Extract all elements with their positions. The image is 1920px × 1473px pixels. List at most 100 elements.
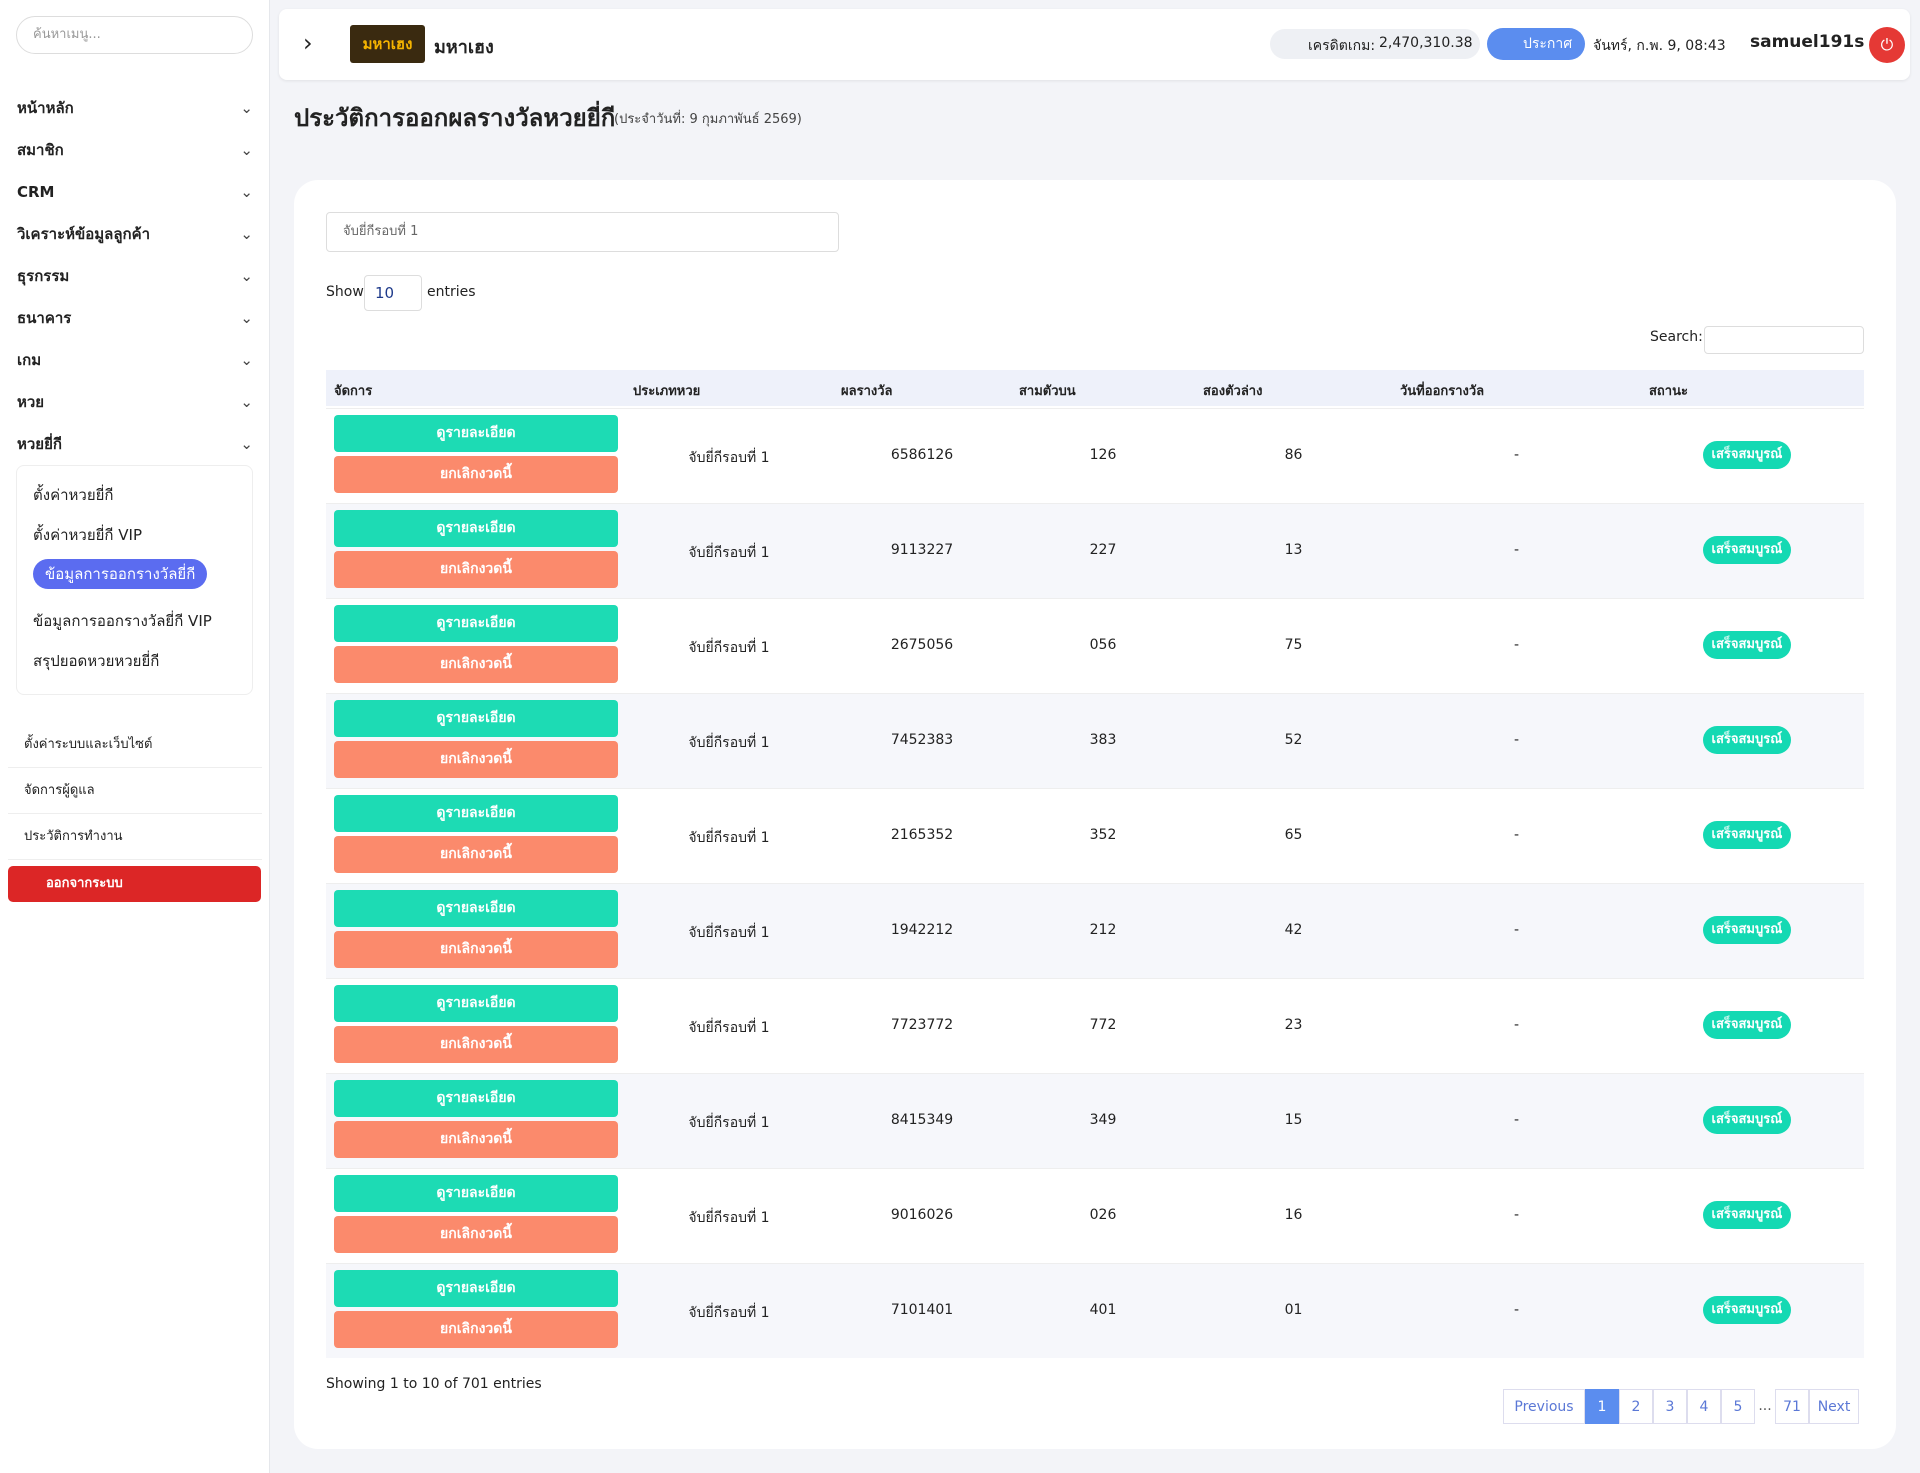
table-cell: จับยี่กีรอบที่ 1 <box>688 640 770 656</box>
page-link[interactable]: 1 <box>1585 1389 1619 1424</box>
submenu-item[interactable]: ตั้งค่าหวยยี่กี <box>33 486 114 504</box>
announce-button[interactable]: ประกาศ <box>1487 28 1585 60</box>
status-badge: เสร็จสมบูรณ์ <box>1702 631 1792 659</box>
cancel-button[interactable]: ยกเลิกงวดนี้ <box>334 456 618 493</box>
table-cell: - <box>1513 1302 1520 1318</box>
bottom-menu-item[interactable]: ประวัติการทำงาน <box>8 814 262 860</box>
table-cell: 2165352 <box>890 827 954 843</box>
cancel-button[interactable]: ยกเลิกงวดนี้ <box>334 551 618 588</box>
column-header[interactable]: ผลรางวัล <box>841 384 893 399</box>
cancel-button[interactable]: ยกเลิกงวดนี้ <box>334 1121 618 1158</box>
view-button[interactable]: ดูรายละเอียด <box>334 1175 618 1212</box>
view-button[interactable]: ดูรายละเอียด <box>334 700 618 737</box>
table-cell: 9016026 <box>890 1207 954 1223</box>
view-button[interactable]: ดูรายละเอียด <box>334 890 618 927</box>
chevron: ⌄ <box>240 141 253 159</box>
table-cell: - <box>1513 1112 1520 1128</box>
menu-item[interactable]: หวย ⌄ <box>17 387 253 417</box>
view-button[interactable]: ดูรายละเอียด <box>334 1270 618 1307</box>
view-button[interactable]: ดูรายละเอียด <box>334 510 618 547</box>
table-cell: จับยี่กีรอบที่ 1 <box>688 735 770 751</box>
submenu-item[interactable]: ตั้งค่าหวยยี่กี VIP <box>33 526 142 544</box>
chevron: ⌄ <box>240 267 253 285</box>
toggle-icon[interactable]: › <box>303 29 313 57</box>
table-cell: 42 <box>1284 922 1303 938</box>
table-cell: 401 <box>1089 1302 1117 1318</box>
menu-item[interactable]: สมาชิก ⌄ <box>17 135 253 165</box>
page-subtitle: (ประจำวันที่: 9 กุมภาพันธ์ 2569) <box>614 112 802 127</box>
menu-item[interactable]: หน้าหลัก ⌄ <box>17 93 253 123</box>
entries-label: entries <box>427 284 476 300</box>
status-badge: เสร็จสมบูรณ์ <box>1702 1011 1792 1039</box>
page-link[interactable]: 2 <box>1619 1389 1653 1424</box>
table-cell: 6586126 <box>890 447 954 463</box>
column-header[interactable]: ประเภทหวย <box>633 384 701 399</box>
table-cell: 349 <box>1089 1112 1117 1128</box>
table-cell: 01 <box>1284 1302 1303 1318</box>
column-header[interactable]: วันที่ออกรางวัล <box>1400 384 1485 399</box>
page-link[interactable]: 5 <box>1721 1389 1755 1424</box>
view-button[interactable]: ดูรายละเอียด <box>334 795 618 832</box>
view-button[interactable]: ดูรายละเอียด <box>334 605 618 642</box>
submenu-item[interactable]: สรุปยอดหวยหวยยี่กี <box>33 652 160 670</box>
bottom-menu-item[interactable]: ตั้งค่าระบบและเว็บไซต์ <box>8 722 262 768</box>
menu-item[interactable]: CRM ⌄ <box>17 177 253 207</box>
page-length[interactable]: 10 <box>364 275 422 311</box>
table-cell: - <box>1513 827 1520 843</box>
table-header-bg <box>326 370 1864 406</box>
table-cell: - <box>1513 1207 1520 1223</box>
cancel-button[interactable]: ยกเลิกงวดนี้ <box>334 741 618 778</box>
search-input[interactable] <box>1704 326 1864 354</box>
column-header[interactable]: สามตัวบน <box>1019 384 1076 399</box>
menu-item[interactable]: เกม ⌄ <box>17 345 253 375</box>
page-title: ประวัติการออกผลรางวัลหวยยี่กี <box>294 104 616 132</box>
table-cell: 383 <box>1089 732 1117 748</box>
page-link[interactable]: 3 <box>1653 1389 1687 1424</box>
menu-item[interactable]: หวยยี่กี ⌄ <box>17 429 253 459</box>
chevron: ⌄ <box>240 99 253 117</box>
table-cell: - <box>1513 1017 1520 1033</box>
status-badge: เสร็จสมบูรณ์ <box>1702 1201 1792 1229</box>
filter-select[interactable]: จับยี่กีรอบที่ 1 <box>326 212 839 252</box>
menu-item[interactable]: ธุรกรรม ⌄ <box>17 261 253 291</box>
page-link[interactable]: 4 <box>1687 1389 1721 1424</box>
cancel-button[interactable]: ยกเลิกงวดนี้ <box>334 836 618 873</box>
submenu-item[interactable]: ข้อมูลการออกรางวัลยี่กี <box>33 559 208 589</box>
cancel-button[interactable]: ยกเลิกงวดนี้ <box>334 1216 618 1253</box>
status-badge: เสร็จสมบูรณ์ <box>1702 441 1792 469</box>
submenu-item[interactable]: ข้อมูลการออกรางวัลยี่กี VIP <box>33 612 212 630</box>
cancel-button[interactable]: ยกเลิกงวดนี้ <box>334 1311 618 1348</box>
submenu-box: ตั้งค่าหวยยี่กีตั้งค่าหวยยี่กี VIP ข้อมูล… <box>16 465 253 695</box>
cancel-button[interactable]: ยกเลิกงวดนี้ <box>334 646 618 683</box>
menu-search[interactable]: ค้นหาเมนู... <box>16 16 253 54</box>
table-cell: 227 <box>1089 542 1117 558</box>
table-cell: จับยี่กีรอบที่ 1 <box>688 925 770 941</box>
site-name: มหาเฮง <box>434 37 494 58</box>
page-link[interactable]: Next <box>1809 1389 1859 1424</box>
column-header[interactable]: จัดการ <box>334 384 373 399</box>
credit-value: 2,470,310.38 <box>1379 35 1473 51</box>
top-bar: › มหาเฮง มหาเฮง เครดิตเกม: 2,470,310.38 … <box>279 9 1910 80</box>
view-button[interactable]: ดูรายละเอียด <box>334 985 618 1022</box>
menu-item[interactable]: ธนาคาร ⌄ <box>17 303 253 333</box>
table-cell: จับยี่กีรอบที่ 1 <box>688 1210 770 1226</box>
page-link[interactable]: 71 <box>1775 1389 1809 1424</box>
table-cell: - <box>1513 447 1520 463</box>
table-cell: 7101401 <box>890 1302 954 1318</box>
table-cell: 13 <box>1284 542 1303 558</box>
cancel-button[interactable]: ยกเลิกงวดนี้ <box>334 1026 618 1063</box>
menu-item[interactable]: วิเคราะห์ข้อมูลลูกค้า ⌄ <box>17 219 253 249</box>
view-button[interactable]: ดูรายละเอียด <box>334 415 618 452</box>
table-cell: 52 <box>1284 732 1303 748</box>
status-badge: เสร็จสมบูรณ์ <box>1702 1106 1792 1134</box>
bottom-menu-item[interactable]: จัดการผู้ดูแล <box>8 768 262 814</box>
view-button[interactable]: ดูรายละเอียด <box>334 1080 618 1117</box>
cancel-button[interactable]: ยกเลิกงวดนี้ <box>334 931 618 968</box>
column-header[interactable]: สถานะ <box>1649 384 1688 399</box>
power-button[interactable]: ⏻ <box>1869 27 1905 63</box>
logout-button[interactable]: ออกจากระบบ <box>8 866 261 902</box>
column-header[interactable]: สองตัวล่าง <box>1203 384 1263 399</box>
page-link[interactable]: Previous <box>1503 1389 1585 1424</box>
page-link: ... <box>1758 1398 1772 1414</box>
